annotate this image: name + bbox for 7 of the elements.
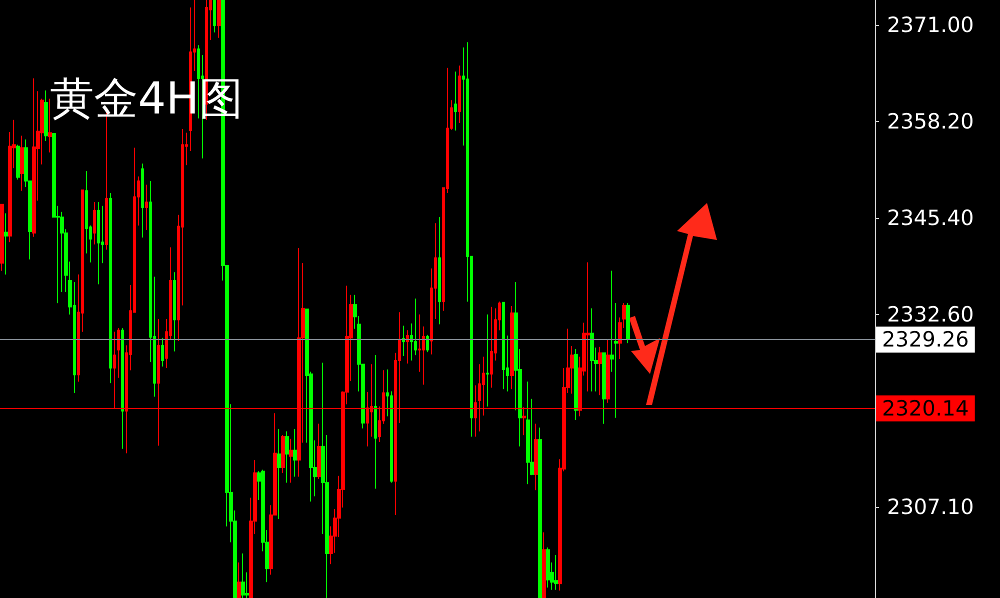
ref-line-label: 2329.26: [882, 328, 969, 352]
y-tick-label: 2371.00: [887, 12, 974, 37]
y-tick-label: 2307.10: [887, 494, 974, 519]
ref-line-label: 2320.14: [882, 396, 969, 420]
y-tick-label: 2332.60: [887, 302, 974, 326]
y-tick-label: 2358.20: [887, 109, 974, 134]
y-tick-label: 2345.40: [887, 206, 974, 230]
